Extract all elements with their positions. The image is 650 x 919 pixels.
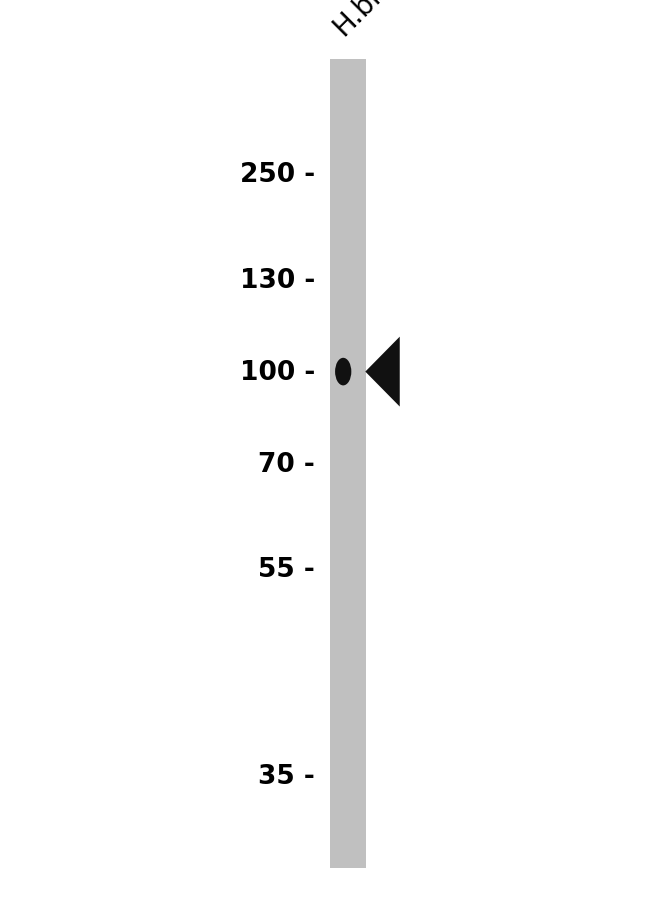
Text: 55 -: 55 - (259, 557, 315, 583)
Text: 35 -: 35 - (259, 764, 315, 789)
Text: 130 -: 130 - (240, 267, 315, 293)
Ellipse shape (335, 358, 351, 386)
Text: H.brain: H.brain (328, 0, 419, 41)
Text: 250 -: 250 - (240, 162, 315, 187)
Text: 100 -: 100 - (240, 359, 315, 385)
Bar (330, 60, 366, 868)
Text: 70 -: 70 - (259, 451, 315, 477)
Polygon shape (365, 337, 400, 407)
